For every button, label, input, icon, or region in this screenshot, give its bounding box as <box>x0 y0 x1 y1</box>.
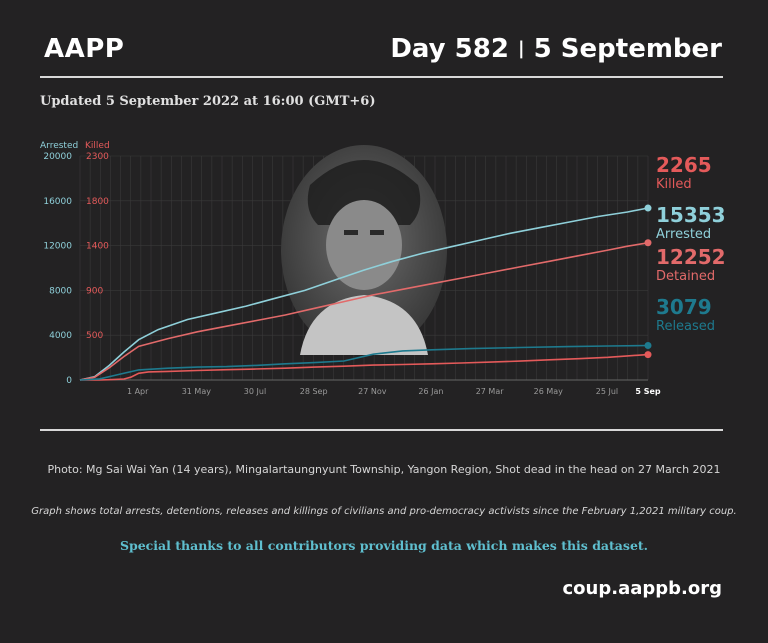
cumulative-chart: Arrested Killed 20000 16000 12000 8000 4000 0… <box>40 141 726 396</box>
x-axis-tick: 30 Jul <box>244 387 266 396</box>
x-axis-tick: 26 May <box>534 387 564 396</box>
x-axis-tick: 27 Nov <box>358 387 387 396</box>
x-axis-tick: 5 Sep <box>635 387 661 396</box>
right-axis-label: Killed <box>85 141 110 151</box>
day-number: Day 582 <box>390 34 509 64</box>
brand-title: AAPP <box>44 34 125 64</box>
series-end-value: 3079 <box>656 295 712 319</box>
series-end-value: 15353 <box>656 203 726 227</box>
left-axis-tick: 4000 <box>49 331 72 341</box>
series-end-value: 12252 <box>656 245 726 269</box>
day-date: 5 September <box>533 34 722 64</box>
series-end-marker <box>644 204 652 212</box>
website-link[interactable]: coup.aappb.org <box>562 578 723 599</box>
x-axis-tick: 25 Jul <box>596 387 618 396</box>
left-axis-tick: 12000 <box>43 242 72 252</box>
x-axis-ticks: 1 Apr 31 May 30 Jul 28 Sep 27 Nov 26 Jan 27 Ma… <box>127 387 661 396</box>
series-end-name: Arrested <box>656 227 711 242</box>
portrait-photo <box>281 145 447 355</box>
day-separator: | <box>518 38 525 59</box>
photo-caption: Photo: Mg Sai Wai Yan (14 years), Mingal… <box>47 463 721 476</box>
series-end-marker <box>644 239 652 247</box>
series-end-name: Released <box>656 319 715 334</box>
updated-timestamp: Updated 5 September 2022 at 16:00 (GMT+6… <box>40 94 376 109</box>
right-axis-tick: 900 <box>86 286 103 296</box>
day-counter: Day 582 | 5 September <box>390 34 722 64</box>
left-axis-tick: 0 <box>66 376 72 386</box>
x-axis-tick: 31 May <box>182 387 212 396</box>
footer-rule <box>40 429 723 431</box>
left-axis-tick: 16000 <box>43 197 72 207</box>
x-axis-tick: 1 Apr <box>127 387 149 396</box>
header-rule <box>40 76 723 78</box>
left-axis-label: Arrested <box>40 141 78 151</box>
series-line <box>79 344 649 381</box>
series-line <box>80 353 649 381</box>
x-axis-tick: 27 Mar <box>476 387 505 396</box>
x-axis-tick: 28 Sep <box>300 387 328 396</box>
right-axis-ticks: 2300 1800 1400 900 500 <box>86 152 109 341</box>
right-axis-tick: 500 <box>86 331 103 341</box>
series-end-name: Detained <box>656 269 715 284</box>
right-axis-tick: 2300 <box>86 152 109 162</box>
left-axis-tick: 20000 <box>43 152 72 162</box>
series-end-marker <box>644 351 652 359</box>
series-line <box>79 242 649 381</box>
left-axis-tick: 8000 <box>49 286 72 296</box>
thanks-note: Special thanks to all contributors provi… <box>119 538 649 553</box>
right-axis-tick: 1800 <box>86 197 109 207</box>
series-end-value: 2265 <box>656 153 712 177</box>
series-lines <box>79 204 652 381</box>
x-axis-tick: 26 Jan <box>418 387 443 396</box>
series-end-marker <box>644 342 652 350</box>
series-line <box>79 207 649 381</box>
graph-caption: Graph shows total arrests, detentions, r… <box>31 506 737 517</box>
series-end-name: Killed <box>656 177 692 192</box>
left-axis-ticks: 20000 16000 12000 8000 4000 0 <box>43 152 72 386</box>
right-axis-tick: 1400 <box>86 242 109 252</box>
